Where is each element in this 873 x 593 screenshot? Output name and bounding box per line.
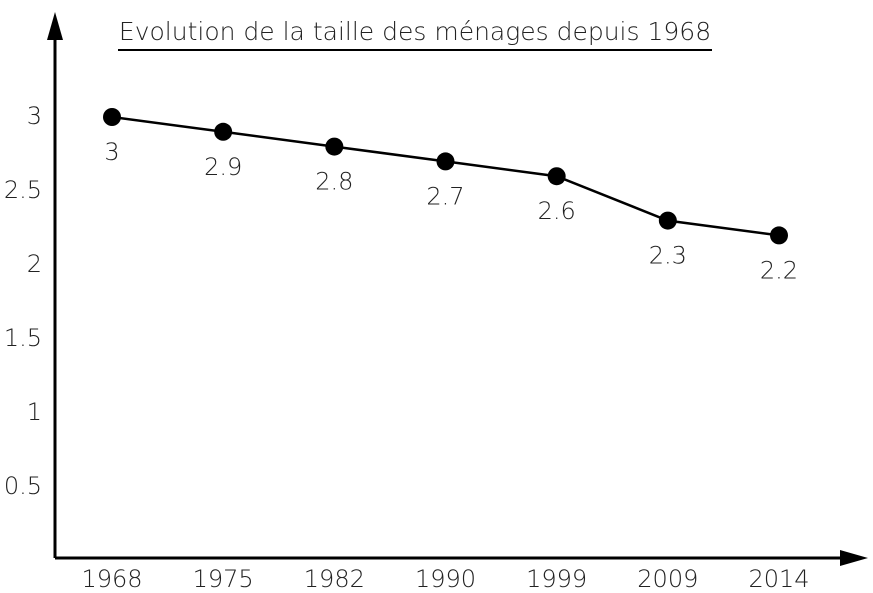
point	[103, 108, 121, 126]
x-tick-label: 1990	[415, 565, 476, 593]
x-tick-label: 1968	[81, 565, 142, 593]
data-label: 3	[104, 138, 119, 166]
data-label: 2.9	[204, 153, 242, 181]
x-tick-label: 2009	[637, 565, 698, 593]
x-tick-label: 1982	[304, 565, 365, 593]
data-label: 2.8	[315, 168, 353, 196]
point	[325, 137, 344, 156]
y-axis-arrow	[47, 12, 63, 40]
data-label: 2.2	[760, 256, 798, 284]
y-tick-label: 3	[27, 102, 42, 130]
point	[658, 211, 677, 230]
y-tick-label: 1.5	[4, 324, 42, 352]
y-tick-label: 0.5	[4, 472, 42, 500]
point	[770, 226, 788, 245]
data-label: 2.6	[538, 197, 576, 225]
point	[214, 122, 233, 141]
data-label: 2.7	[426, 182, 464, 210]
x-tick-label: 2014	[748, 565, 809, 593]
data-label: 2.3	[649, 242, 687, 270]
chart-title: Evolution de la taille des ménages depui…	[119, 17, 711, 46]
x-tick-label: 1999	[526, 565, 587, 593]
y-tick-label: 1	[27, 398, 42, 426]
x-axis-arrow	[840, 550, 868, 566]
point	[547, 167, 566, 186]
y-tick-label: 2.5	[4, 176, 42, 204]
point	[436, 152, 455, 171]
x-tick-label: 1975	[193, 565, 254, 593]
y-tick-label: 2	[27, 250, 42, 278]
